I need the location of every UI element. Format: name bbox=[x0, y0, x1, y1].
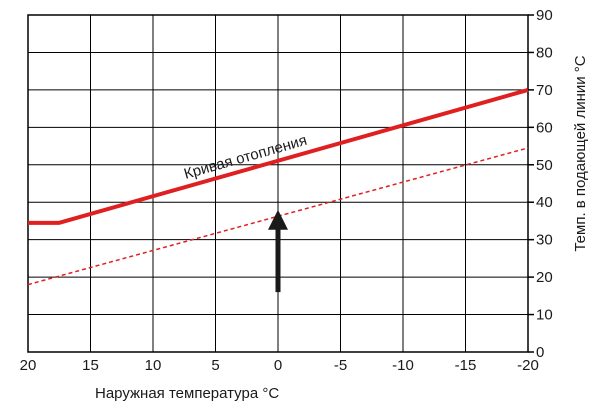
y-axis-label: Темп. в подающей линии °C bbox=[572, 55, 589, 251]
arrow-head bbox=[268, 209, 288, 230]
y-tick-label: 20 bbox=[536, 269, 553, 286]
y-tick-label: 60 bbox=[536, 119, 553, 136]
x-tick-labels: 20 15 10 5 0 -5 -10 -15 -20 bbox=[20, 357, 539, 374]
x-tick-label: 15 bbox=[82, 357, 99, 374]
y-tick-label: 70 bbox=[536, 82, 553, 99]
y-tick-label: 30 bbox=[536, 232, 553, 249]
grid bbox=[27, 14, 529, 353]
plot-frame bbox=[27, 14, 529, 353]
y-tick-labels: 0 10 20 30 40 50 60 70 80 90 bbox=[528, 7, 553, 361]
x-tick-label: 0 bbox=[274, 357, 282, 374]
x-tick-label: -5 bbox=[334, 357, 347, 374]
y-tick-label: 0 bbox=[536, 344, 544, 361]
x-tick-label: 10 bbox=[145, 357, 162, 374]
x-tick-label: -20 bbox=[517, 357, 539, 374]
heating-curve-line bbox=[28, 87, 529, 225]
y-tick-label: 90 bbox=[536, 7, 553, 24]
x-tick-label: -10 bbox=[392, 357, 414, 374]
y-tick-label: 40 bbox=[536, 194, 553, 211]
y-tick-label: 80 bbox=[536, 44, 553, 61]
x-axis-label: Наружная температура °C bbox=[95, 385, 279, 402]
x-tick-label: 5 bbox=[211, 357, 219, 374]
x-tick-label: 20 bbox=[20, 357, 37, 374]
y-tick-label: 10 bbox=[536, 307, 553, 324]
y-tick-label: 50 bbox=[536, 157, 553, 174]
x-tick-label: -15 bbox=[455, 357, 477, 374]
